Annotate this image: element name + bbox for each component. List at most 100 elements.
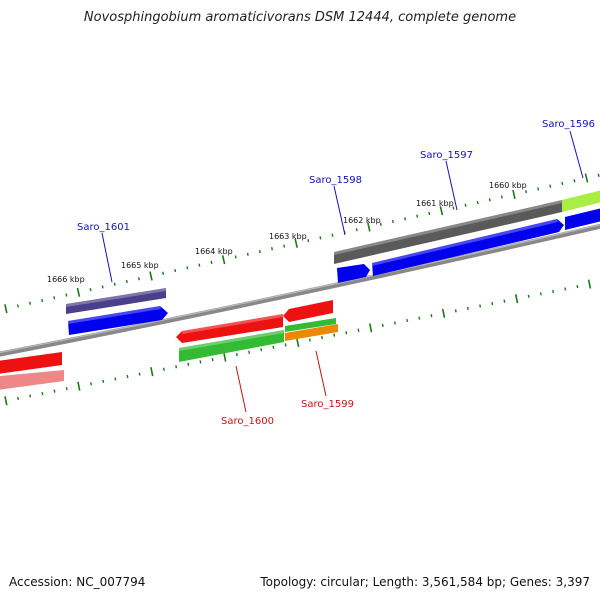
scale-tick-inner bbox=[527, 294, 530, 298]
scale-tick-outer bbox=[416, 214, 419, 218]
scale-tick-outer bbox=[391, 219, 394, 224]
gene-label-saro-1597[interactable]: Saro_1597 bbox=[420, 150, 473, 161]
scale-tick-outer bbox=[319, 236, 322, 240]
scale-tick-outer bbox=[101, 285, 104, 289]
cds-feature-saro-1597[interactable] bbox=[372, 219, 564, 276]
scale-tick-outer bbox=[537, 187, 540, 191]
cds-feature-saro-1596[interactable] bbox=[565, 206, 600, 230]
gene-label-saro-1596[interactable]: Saro_1596 bbox=[542, 119, 595, 130]
gene-feature-saro-1599-a[interactable] bbox=[285, 318, 336, 332]
tick-layer bbox=[4, 173, 600, 406]
cds-feature-saro-1600[interactable] bbox=[176, 314, 283, 343]
scale-tick-inner bbox=[333, 333, 336, 337]
scale-tick-inner bbox=[77, 381, 81, 391]
scale-tick-outer bbox=[113, 282, 116, 286]
scale-tick-outer bbox=[355, 228, 358, 232]
cds-feature-saro-1598[interactable] bbox=[337, 264, 370, 283]
gene-feature-saro-1600[interactable] bbox=[179, 330, 284, 362]
scale-tick-inner bbox=[357, 328, 360, 332]
scale-tick-outer bbox=[500, 195, 503, 199]
scale-tick-inner bbox=[418, 316, 421, 320]
scale-tick-inner bbox=[454, 309, 457, 313]
scale-tick-outer bbox=[367, 222, 371, 232]
scale-tick-inner bbox=[29, 394, 32, 398]
scale-tick-inner bbox=[65, 387, 68, 391]
scale-tick-outer bbox=[428, 211, 431, 216]
scale-tick-inner bbox=[441, 308, 446, 318]
scale-tick-outer bbox=[271, 247, 273, 251]
gene-label-saro-1601[interactable]: Saro_1601 bbox=[77, 222, 130, 233]
gene-feature-saro-1598-1597[interactable] bbox=[334, 200, 562, 264]
scale-tick-outer bbox=[307, 239, 310, 243]
gene-feature-saro-1596[interactable] bbox=[562, 188, 600, 212]
scale-tick-inner bbox=[272, 345, 275, 349]
scale-tick-outer bbox=[76, 287, 81, 297]
cds-feature-left-edge[interactable] bbox=[0, 352, 62, 375]
scale-tick-outer bbox=[525, 190, 528, 194]
scale-tick-inner bbox=[199, 360, 202, 364]
scale-tick-inner bbox=[211, 357, 214, 362]
gene-label-saro-1598[interactable]: Saro_1598 bbox=[309, 175, 362, 186]
scale-label-1661: 1661 kbp bbox=[416, 199, 454, 208]
scale-tick-outer bbox=[549, 184, 552, 188]
scale-tick-outer bbox=[488, 198, 491, 202]
scale-label-1660: 1660 kbp bbox=[489, 181, 527, 190]
leader-saro-1599 bbox=[315, 350, 327, 397]
gene-feature-left-edge[interactable] bbox=[0, 370, 64, 391]
leader-saro-1597 bbox=[445, 160, 458, 211]
scale-tick-outer bbox=[331, 233, 334, 237]
scale-tick-inner bbox=[503, 299, 506, 303]
leader-saro-1600 bbox=[235, 365, 247, 413]
scale-tick-inner bbox=[150, 367, 154, 377]
genome-backbone-highlight bbox=[0, 224, 600, 354]
scale-tick-outer bbox=[246, 252, 249, 256]
scale-tick-inner bbox=[138, 372, 141, 376]
scale-tick-outer bbox=[53, 296, 56, 300]
scale-tick-inner bbox=[187, 362, 190, 366]
label-leader-lines bbox=[101, 130, 584, 413]
scale-tick-outer bbox=[4, 304, 8, 314]
scale-tick-inner bbox=[321, 335, 323, 340]
scale-label-1663: 1663 kbp bbox=[269, 232, 307, 241]
scale-tick-inner bbox=[308, 338, 311, 342]
scale-tick-outer bbox=[452, 206, 455, 210]
scale-tick-inner bbox=[491, 301, 494, 306]
scale-tick-outer bbox=[221, 255, 226, 265]
gene-feature-saro-1599-b[interactable] bbox=[285, 324, 338, 341]
cds-feature-saro-1599[interactable] bbox=[283, 300, 333, 322]
gene-label-saro-1599[interactable]: Saro_1599 bbox=[301, 399, 354, 410]
scale-tick-inner bbox=[552, 289, 554, 294]
scale-tick-inner bbox=[587, 279, 592, 289]
scale-tick-inner bbox=[345, 331, 348, 335]
scale-tick-inner bbox=[248, 350, 251, 354]
scale-tick-outer bbox=[597, 173, 600, 177]
scale-tick-inner bbox=[514, 294, 519, 304]
leader-saro-1596 bbox=[569, 130, 584, 179]
genome-title: Novosphingobium aromaticivorans DSM 1244… bbox=[83, 10, 517, 25]
scale-tick-outer bbox=[294, 238, 298, 248]
genome-summary-text: Topology: circular; Length: 3,561,584 bp… bbox=[260, 575, 590, 589]
scale-tick-inner bbox=[53, 389, 56, 393]
cds-feature-saro-1601[interactable] bbox=[68, 306, 168, 335]
gene-feature-saro-1601[interactable] bbox=[66, 288, 166, 314]
scale-tick-outer bbox=[512, 189, 516, 199]
scale-tick-outer bbox=[439, 206, 444, 216]
scale-label-1664: 1664 kbp bbox=[195, 247, 233, 256]
scale-tick-outer bbox=[234, 255, 237, 259]
scale-tick-outer bbox=[464, 203, 467, 207]
scale-tick-inner bbox=[223, 352, 227, 362]
scale-tick-inner bbox=[564, 287, 567, 291]
scale-tick-outer bbox=[16, 304, 19, 308]
scale-tick-inner bbox=[41, 391, 44, 396]
scale-tick-outer bbox=[125, 279, 128, 284]
scale-tick-inner bbox=[394, 321, 396, 325]
scale-label-1666: 1666 kbp bbox=[47, 275, 85, 284]
scale-tick-inner bbox=[102, 379, 105, 383]
scale-tick-outer bbox=[573, 179, 576, 183]
scale-tick-outer bbox=[379, 222, 382, 226]
scale-label-1662: 1662 kbp bbox=[343, 216, 381, 225]
scale-tick-inner bbox=[539, 292, 542, 296]
gene-label-saro-1600[interactable]: Saro_1600 bbox=[221, 416, 274, 427]
